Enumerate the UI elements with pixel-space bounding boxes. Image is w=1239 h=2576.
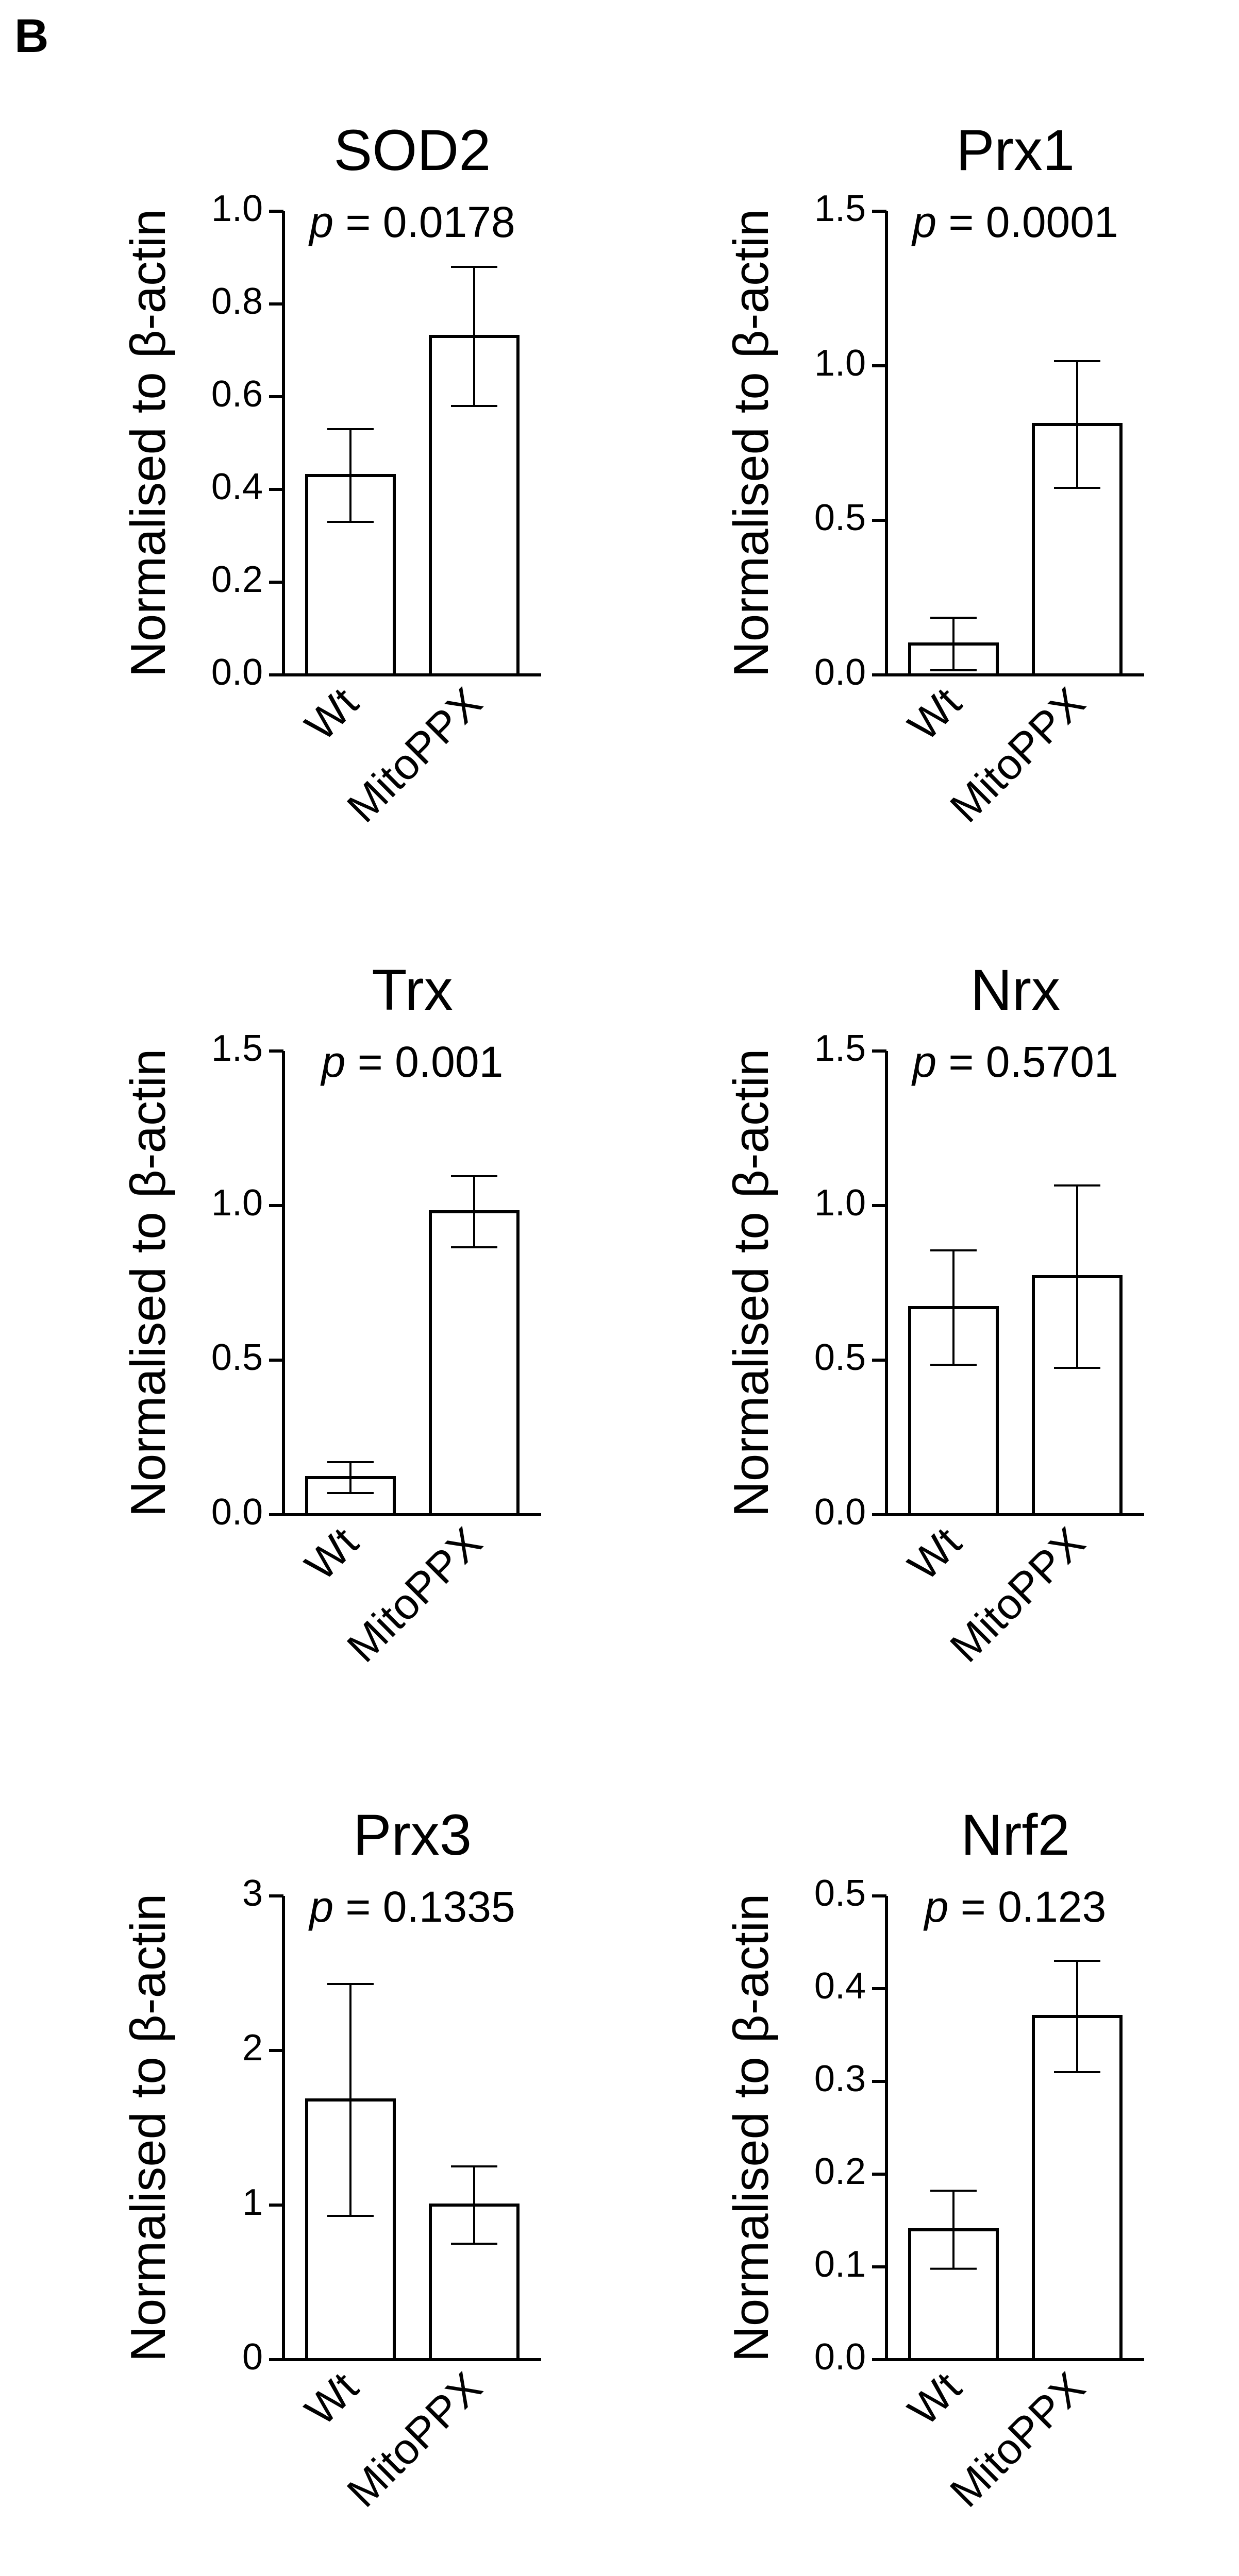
p-value-annotation: p = 0.123 bbox=[923, 1883, 1107, 1931]
chart-title: Nrx bbox=[970, 958, 1060, 1022]
x-category-label: Wt bbox=[296, 678, 367, 750]
y-tick-label: 0.0 bbox=[814, 1492, 866, 1533]
x-category-label: MitoPPX bbox=[941, 678, 1094, 832]
y-tick-label: 0.2 bbox=[211, 559, 263, 600]
p-value-annotation: p = 0.0001 bbox=[911, 198, 1118, 246]
y-tick-label: 0.5 bbox=[814, 1337, 866, 1378]
y-tick-label: 1 bbox=[242, 2182, 263, 2223]
p-value-annotation: p = 0.0178 bbox=[308, 198, 515, 246]
chart-title: Nrf2 bbox=[961, 1803, 1070, 1867]
y-tick-label: 1.0 bbox=[211, 1182, 263, 1224]
y-tick-label: 0.0 bbox=[211, 1492, 263, 1533]
y-tick-label: 1.0 bbox=[211, 188, 263, 229]
chart-title: SOD2 bbox=[334, 118, 491, 182]
y-tick-label: 0.0 bbox=[814, 652, 866, 693]
x-category-label: Wt bbox=[899, 2363, 970, 2434]
chart-title: Prx3 bbox=[353, 1803, 472, 1867]
y-axis-label: Normalised to β-actin bbox=[121, 1049, 176, 1517]
y-tick-label: 1.5 bbox=[211, 1028, 263, 1069]
y-tick-label: 0.4 bbox=[814, 1965, 866, 2007]
y-tick-label: 0.5 bbox=[814, 1873, 866, 1914]
x-category-label: MitoPPX bbox=[941, 1518, 1094, 1671]
y-tick-label: 1.0 bbox=[814, 343, 866, 384]
y-axis-label: Normalised to β-actin bbox=[121, 209, 176, 677]
y-tick-label: 3 bbox=[242, 1873, 263, 1914]
y-tick-label: 0.0 bbox=[211, 652, 263, 693]
x-category-label: Wt bbox=[899, 678, 970, 750]
y-tick-label: 0.6 bbox=[211, 374, 263, 415]
y-tick-label: 0.4 bbox=[211, 466, 263, 507]
y-tick-label: 0.8 bbox=[211, 281, 263, 322]
p-value-annotation: p = 0.1335 bbox=[308, 1883, 515, 1931]
x-category-label: MitoPPX bbox=[338, 2363, 491, 2516]
y-axis-label: Normalised to β-actin bbox=[121, 1894, 176, 2362]
y-tick-label: 0.2 bbox=[814, 2151, 866, 2192]
y-axis-label: Normalised to β-actin bbox=[724, 1049, 779, 1517]
bar-mitoppx bbox=[429, 1210, 520, 1516]
p-value-annotation: p = 0.5701 bbox=[911, 1038, 1118, 1086]
y-axis-label: Normalised to β-actin bbox=[724, 209, 779, 677]
y-tick-label: 1.5 bbox=[814, 1028, 866, 1069]
chart-title: Prx1 bbox=[956, 118, 1075, 182]
p-value-annotation: p = 0.001 bbox=[320, 1038, 504, 1086]
x-category-label: Wt bbox=[296, 2363, 367, 2434]
y-tick-label: 0.1 bbox=[814, 2244, 866, 2285]
y-tick-label: 0 bbox=[242, 2336, 263, 2378]
y-tick-label: 1.0 bbox=[814, 1182, 866, 1224]
y-tick-label: 0.3 bbox=[814, 2058, 866, 2099]
y-tick-label: 0.5 bbox=[814, 497, 866, 538]
x-category-label: Wt bbox=[296, 1518, 367, 1589]
x-category-label: MitoPPX bbox=[338, 1518, 491, 1671]
y-axis-label: Normalised to β-actin bbox=[724, 1894, 779, 2362]
y-tick-label: 2 bbox=[242, 2027, 263, 2069]
y-tick-label: 1.5 bbox=[814, 188, 866, 229]
panel-label: B bbox=[14, 10, 49, 62]
y-tick-label: 0.0 bbox=[814, 2336, 866, 2378]
x-category-label: MitoPPX bbox=[941, 2363, 1094, 2516]
y-tick-label: 0.5 bbox=[211, 1337, 263, 1378]
x-category-label: MitoPPX bbox=[338, 678, 491, 832]
x-category-label: Wt bbox=[899, 1518, 970, 1589]
chart-title: Trx bbox=[372, 958, 453, 1022]
